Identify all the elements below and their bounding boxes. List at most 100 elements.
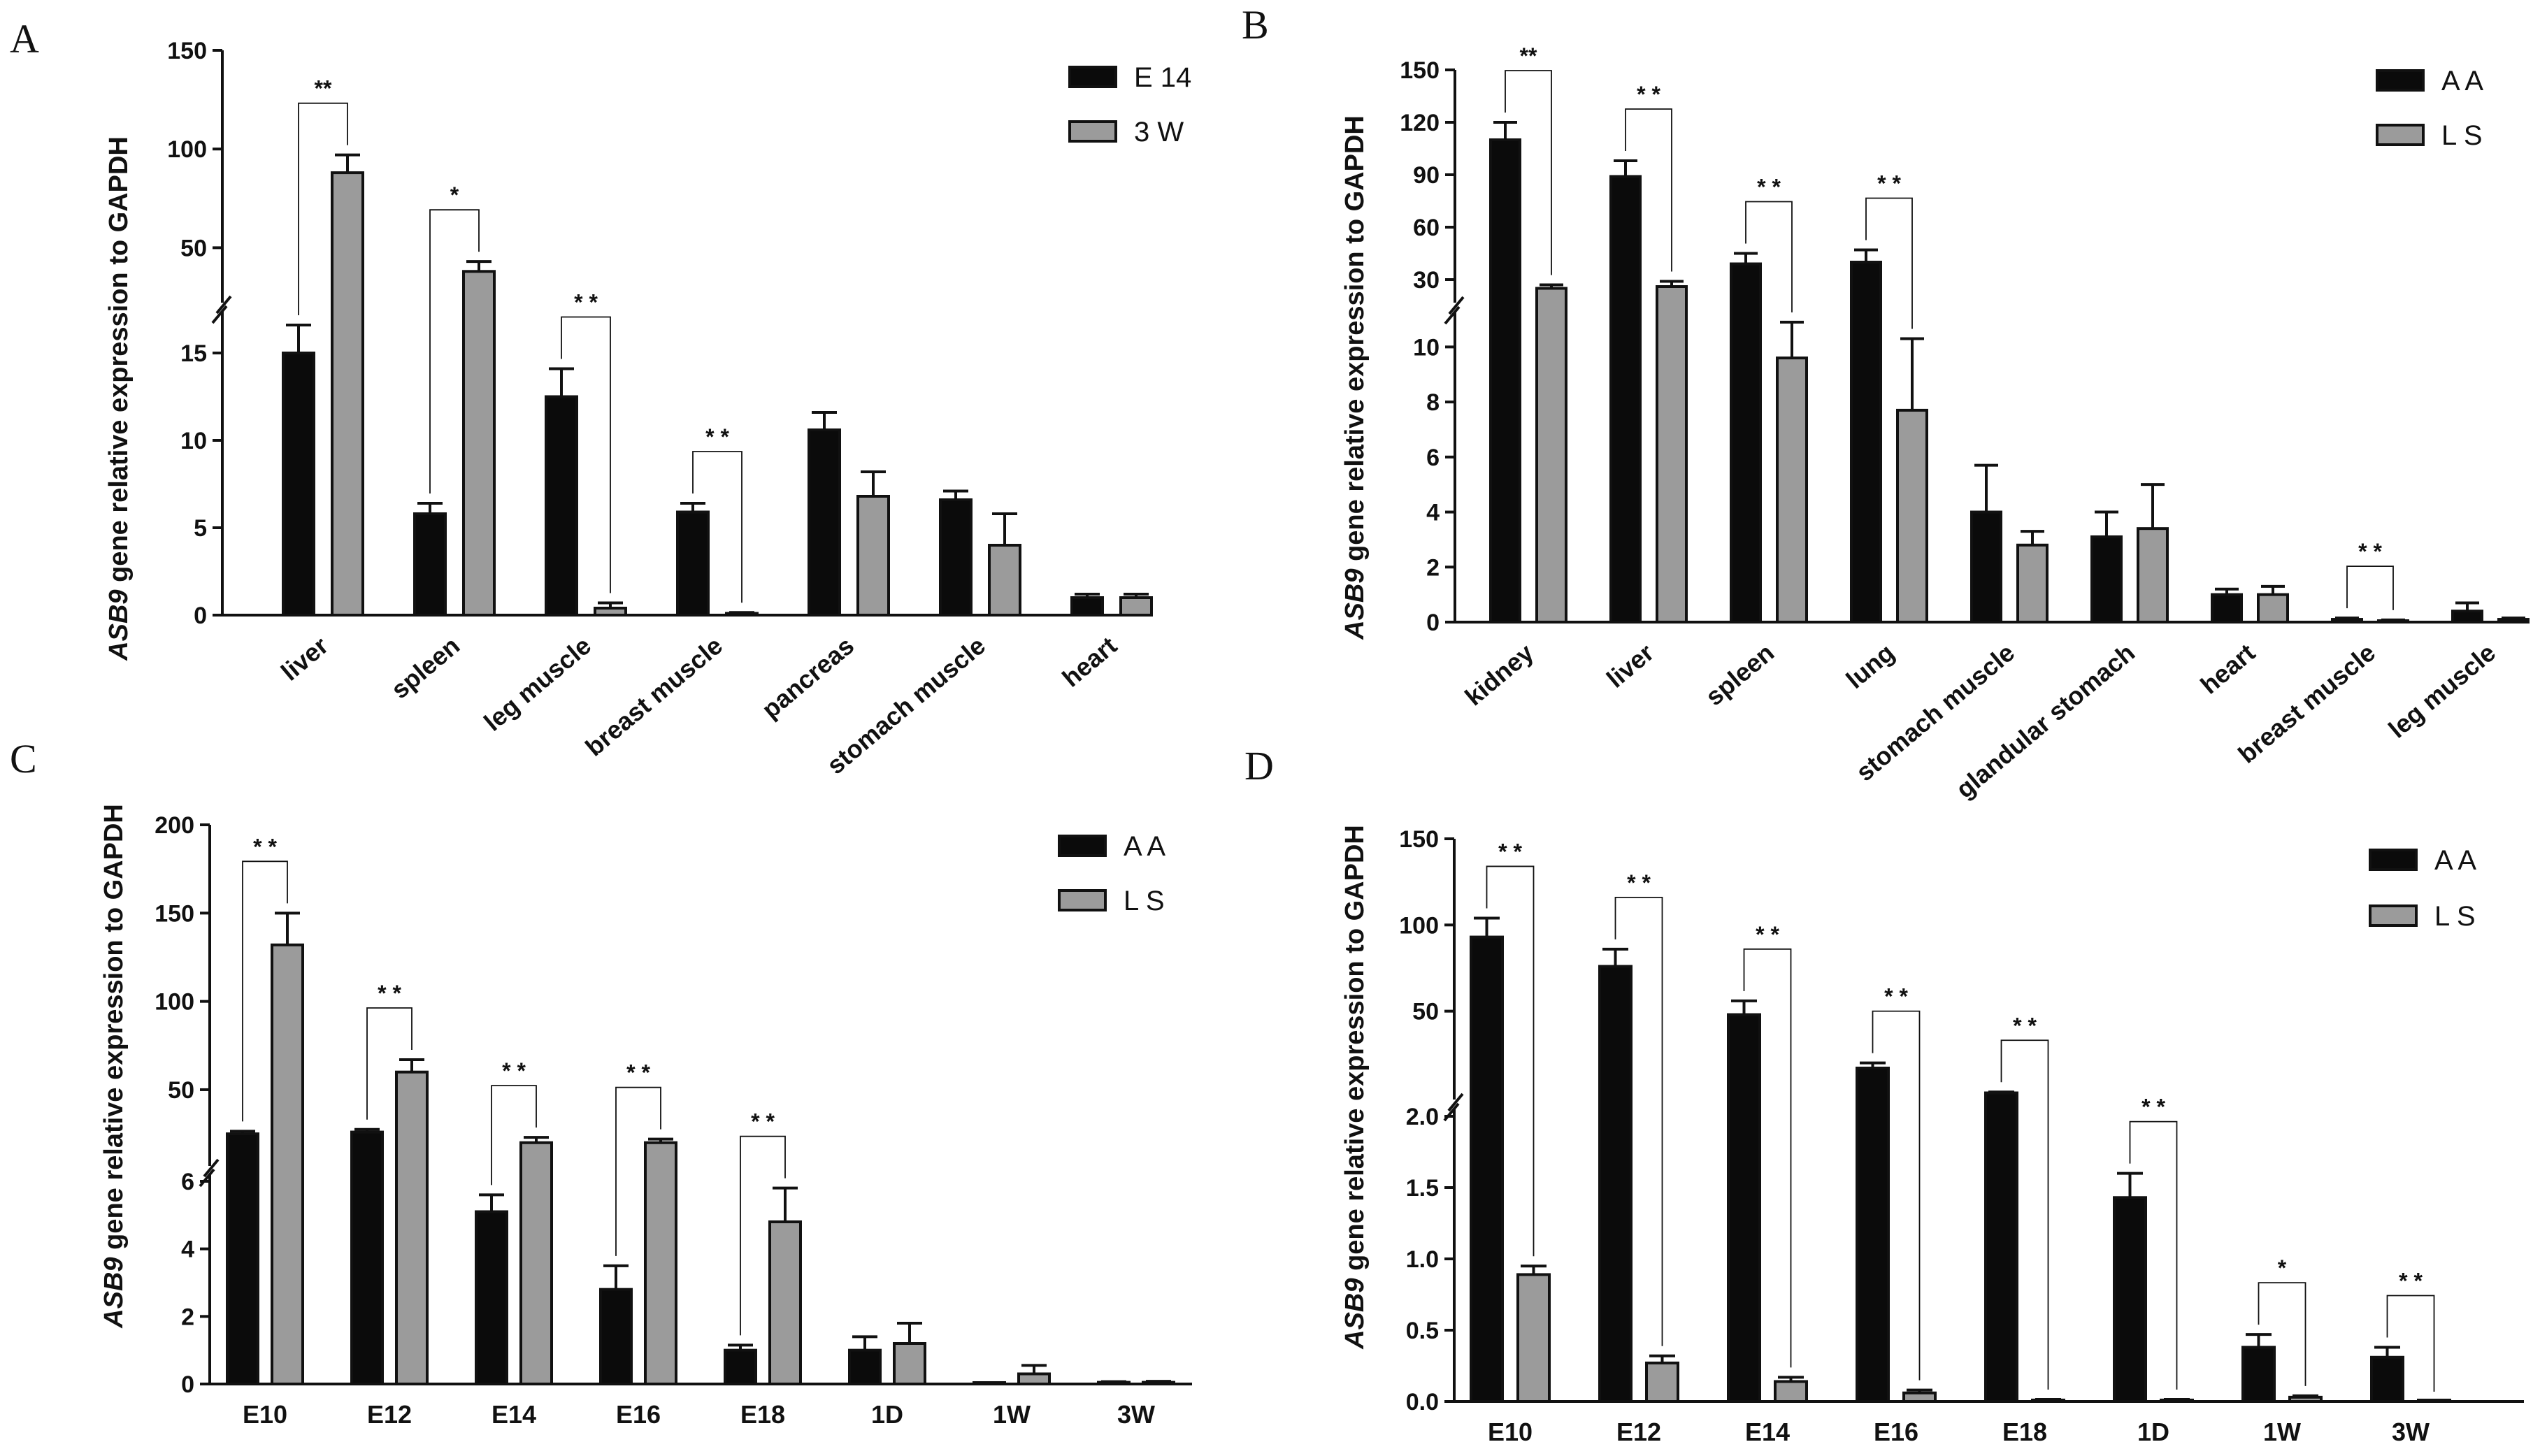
significance-bracket [2258, 1282, 2306, 1386]
y-tick-label: 100 [155, 989, 194, 1016]
y-axis-label: ASB9 gene relative expression to GAPDH [1340, 825, 1370, 1350]
legend-label: A A [2441, 66, 2483, 96]
significance-label: * * [2141, 1095, 2165, 1120]
category-label: kidney [1459, 638, 1539, 712]
significance-label: * * [378, 981, 401, 1006]
category-label: E16 [1874, 1418, 1918, 1446]
significance-bracket [561, 316, 611, 593]
y-tick-label: 50 [168, 1077, 194, 1104]
y-axis-label-rest: gene relative expression to GAPDH [99, 804, 129, 1250]
axis-break-mark [1447, 1093, 1464, 1112]
bar-e10-series-1 [1470, 935, 1504, 1403]
legend-label: L S [2434, 901, 2476, 932]
bar-spleen-series-1 [1730, 262, 1762, 624]
bar-e12-series-2 [395, 1070, 429, 1385]
bar-breast-muscle-series-1 [2331, 618, 2363, 624]
legend-label: E 14 [1134, 62, 1191, 93]
y-tick-label: 4 [1426, 500, 1440, 526]
legend-label: 3 W [1134, 117, 1184, 147]
bar-1w-series-2 [2288, 1395, 2323, 1404]
bar-e18-series-1 [1984, 1091, 2018, 1403]
bar-glandular-stomach-series-2 [2137, 527, 2169, 624]
legend-label: L S [1124, 886, 1165, 916]
significance-bracket [491, 1085, 537, 1185]
bar-1d-series-2 [893, 1342, 926, 1385]
y-tick-label: 200 [155, 812, 194, 839]
category-label: E14 [492, 1400, 536, 1429]
y-axis-label-gene: ASB9 [99, 1257, 129, 1328]
legend-swatch [1068, 120, 1117, 143]
axis-break-mark [211, 305, 228, 324]
significance-label: * * [751, 1109, 775, 1134]
bar-leg-muscle-series-1 [2451, 610, 2483, 624]
significance-bracket [1865, 197, 1913, 329]
significance-label: * * [626, 1060, 650, 1086]
category-label: spleen [1700, 638, 1779, 712]
category-label: leg muscle [478, 631, 596, 737]
y-tick-label: 100 [1399, 912, 1439, 939]
legend-label: A A [1124, 831, 1165, 862]
category-label: 1W [2263, 1418, 2301, 1446]
y-axis-label: ASB9 gene relative expression to GAPDH [99, 804, 129, 1329]
significance-label: ** [1520, 43, 1537, 69]
category-label: 1W [993, 1400, 1031, 1429]
y-tick-label: 120 [1400, 110, 1440, 136]
y-tick-label: 60 [1413, 215, 1440, 241]
category-label: pancreas [756, 631, 859, 724]
significance-bracket [366, 1007, 412, 1120]
bar-breast-muscle-series-1 [676, 510, 710, 617]
y-tick-label: 15 [180, 340, 207, 367]
significance-label: * * [2358, 539, 2382, 564]
axis-break-mark [1448, 296, 1465, 315]
y-tick-label: 2 [181, 1304, 194, 1330]
significance-label: * * [1627, 870, 1651, 895]
bar-pancreas-series-1 [808, 428, 841, 617]
significance-label: * * [502, 1058, 526, 1083]
category-label: E12 [367, 1400, 412, 1429]
y-axis-label-gene: ASB9 [104, 589, 134, 661]
significance-label: * * [253, 834, 277, 859]
y-tick-label: 4 [181, 1237, 194, 1263]
y-tick-label: 10 [1413, 334, 1440, 361]
y-tick-label: 6 [1426, 445, 1440, 471]
category-label: 1D [2137, 1418, 2169, 1446]
category-label: lung [1841, 638, 1900, 694]
y-tick-label: 1.5 [1406, 1175, 1439, 1202]
y-axis-label-gene: ASB9 [1340, 568, 1370, 640]
y-tick-label: 0 [181, 1371, 194, 1398]
category-label: 1D [871, 1400, 903, 1429]
y-tick-label: 150 [1399, 826, 1439, 853]
bar-1d-series-1 [2113, 1196, 2147, 1404]
category-label: E10 [243, 1400, 287, 1429]
legend-label: L S [2441, 120, 2483, 151]
y-tick-label: 50 [180, 235, 207, 261]
legend-swatch [1058, 889, 1107, 911]
bar-liver-series-2 [331, 171, 364, 617]
legend-swatch [2376, 69, 2425, 92]
y-axis-label-rest: gene relative expression to GAPDH [104, 136, 134, 582]
bar-stomach-muscle-series-1 [939, 498, 973, 617]
y-tick-label: 150 [167, 38, 207, 64]
legend-swatch [1068, 66, 1117, 88]
bar-liver-series-1 [1609, 175, 1642, 624]
bar-e12-series-2 [1645, 1361, 1679, 1404]
axis-break-mark [1444, 305, 1461, 325]
significance-bracket [1505, 70, 1552, 275]
bar-leg-muscle-series-2 [2497, 618, 2530, 624]
y-tick-label: 90 [1413, 162, 1440, 189]
y-axis-label-text [104, 582, 134, 590]
significance-label: * * [574, 290, 598, 315]
y-axis-label: ASB9 gene relative expression to GAPDH [104, 136, 134, 661]
category-label: E18 [2002, 1418, 2047, 1446]
bar-e14-series-2 [1774, 1380, 1808, 1403]
legend-swatch [2369, 904, 2418, 927]
panel-b: B 0 2 4 6 8 10 30 60 90 120 150 ASB9 gene relative e… [1242, 2, 2530, 804]
bar-e16-series-1 [1856, 1067, 1890, 1403]
panel-c: C 0 2 4 6 50 100 150 200 ASB9 gene relative expre… [10, 736, 1192, 1429]
bar-1w-series-2 [1017, 1372, 1051, 1385]
category-label: E12 [1616, 1418, 1661, 1446]
y-tick-label: 5 [194, 515, 207, 542]
significance-label: * * [1756, 922, 1779, 947]
y-tick-label: 1.0 [1406, 1246, 1439, 1273]
bar-e16-series-2 [644, 1141, 677, 1385]
